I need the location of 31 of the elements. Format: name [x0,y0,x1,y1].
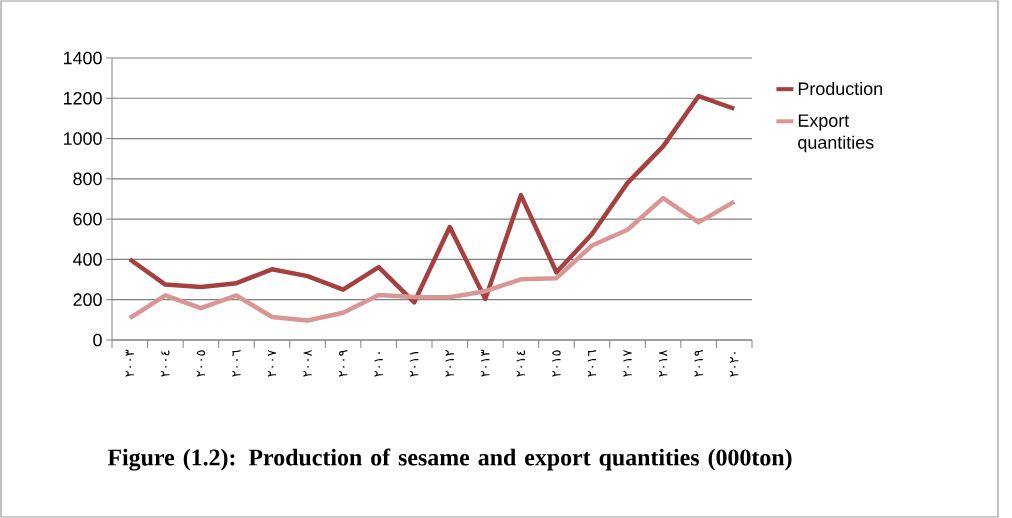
x-tick-label: ٢٠١٩ [694,350,703,377]
y-tick-label: 800 [73,172,102,186]
y-tick-label: 1000 [63,132,102,145]
x-tick-label: ٢٠١٧ [623,349,632,377]
y-tick-label: 400 [72,253,102,266]
line-series [127,93,737,305]
x-tick-label: ٢٠٠٨ [303,349,312,377]
legend-label: Export quantities [798,114,874,153]
x-tick-label: ٢٠٠٥ [196,350,206,377]
x-tick-label: ٢٠٠٤ [161,350,170,377]
y-tick-label: 200 [73,293,102,307]
x-tick-label: ٢٠٠٦ [232,350,241,377]
x-tick-label: ٢٠١٥ [552,350,561,377]
x-tick-label: ٢٠١٦ [587,350,597,377]
x-tick-label: ٢٠١٨ [659,349,668,377]
x-tick-label: ٢٠١١ [410,352,419,377]
x-tick-label: ٢٠٢٠ [730,352,739,377]
x-tick-label: ٢٠١٢ [445,350,454,377]
x-tick-label: ٢٠١٠ [374,352,383,377]
x-tick-label: ٢٠١٣ [481,349,490,377]
y-tick-label: 1400 [63,51,102,65]
x-tick-label: ٢٠٠٧ [267,349,277,377]
legend-label: Production [798,81,882,96]
x-tick-label: ٢٠٠٣ [125,349,134,377]
x-tick-label: ٢٠١٤ [516,350,526,377]
x-tick-label: ٢٠٠٩ [338,350,348,377]
y-tick-label: 0 [93,333,102,347]
y-tick-label: 600 [73,212,102,226]
y-tick-label: 1200 [63,91,102,105]
text: Figure (1.2): Production of sesame and export quantities (000ton) [107,448,792,471]
line-series [127,195,737,323]
